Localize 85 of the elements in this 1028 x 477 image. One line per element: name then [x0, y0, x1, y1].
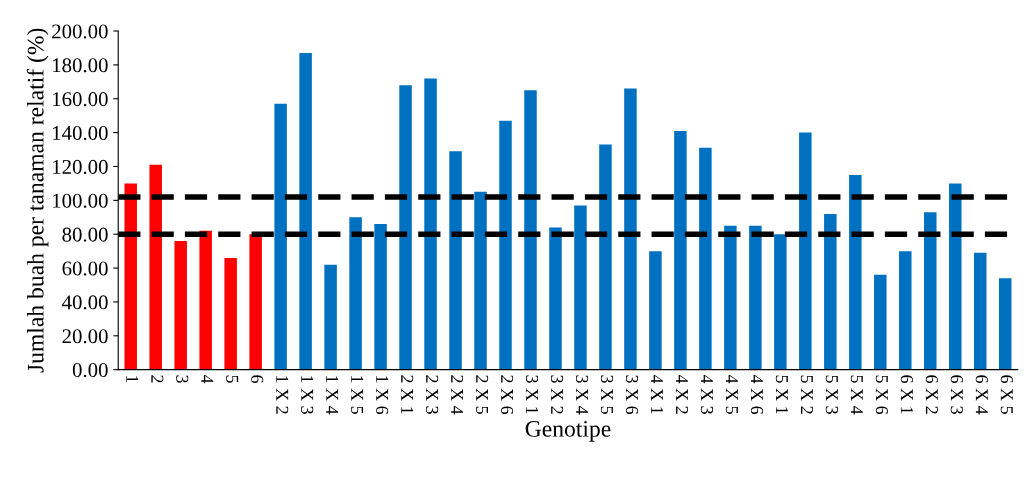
bar [349, 217, 362, 370]
x-tick-label: 3 X 2 [550, 375, 564, 414]
y-tick-label: 160.00 [53, 92, 108, 107]
y-tick-label: 120.00 [53, 159, 108, 174]
bar [324, 264, 337, 370]
y-tick-label: 180.00 [53, 58, 108, 73]
bar [549, 227, 562, 370]
x-tick-label: 2 X 4 [451, 375, 464, 415]
x-tick-label: 1 X 2 [276, 376, 289, 414]
x-tick-label: 4 [201, 374, 214, 384]
x-tick-label: 2 X 1 [401, 375, 414, 414]
x-tick-label: 2 [151, 375, 164, 383]
x-tick-label: 5 X 1 [775, 375, 788, 414]
y-tick-label: 40.00 [62, 295, 108, 310]
bar [699, 147, 712, 370]
x-tick-label: 1 X 6 [376, 376, 389, 415]
bar [449, 151, 462, 370]
x-tick-label: 6 X 1 [900, 375, 913, 414]
x-tick-label: 3 X 4 [575, 375, 589, 415]
x-tick-label: 1 [126, 376, 139, 383]
bar [599, 144, 612, 370]
y-axis-title: Jumlah buah per tanaman relatif (%) [26, 28, 49, 373]
bar [649, 251, 662, 370]
x-tick-label: 6 X 2 [925, 375, 938, 414]
x-tick-label: 3 X 6 [625, 375, 639, 415]
bar [824, 213, 837, 370]
x-tick-label: 1 X 5 [351, 376, 364, 414]
x-tick-label: 4 X 5 [725, 374, 738, 414]
bar [749, 225, 762, 370]
x-tick-label: 6 X 3 [950, 375, 963, 414]
bar [949, 183, 962, 370]
x-tick-label: 3 [176, 375, 189, 383]
bar [973, 252, 987, 370]
bar [249, 234, 262, 370]
bar [674, 130, 687, 370]
bar [474, 191, 487, 370]
y-tick-label: 20.00 [62, 329, 108, 344]
x-tick-label: 6 X 5 [1000, 375, 1013, 414]
y-tick-label: 0.00 [72, 363, 108, 378]
bar [849, 174, 862, 370]
x-tick-label: 2 X 5 [476, 375, 489, 414]
x-tick-label: 2 X 3 [426, 375, 439, 414]
x-tick-label: 4 X 2 [676, 374, 689, 414]
y-tick-label: 200.00 [52, 24, 108, 39]
x-tick-label: 5 X 3 [825, 375, 838, 414]
x-tick-label: 1 X 4 [326, 376, 339, 415]
bar [574, 205, 587, 370]
y-tick-label: 80.00 [62, 227, 108, 242]
x-tick-label: 5 X 6 [875, 375, 888, 415]
x-tick-label: 5 [226, 375, 239, 383]
x-tick-label: 5 X 2 [800, 375, 813, 414]
bar [424, 78, 437, 370]
bar [998, 278, 1012, 370]
bar [299, 53, 312, 370]
x-axis-title: Genotipe [525, 420, 611, 442]
bar [774, 234, 787, 370]
bar [174, 240, 187, 370]
bar [799, 132, 812, 370]
bar [199, 230, 212, 370]
bar [499, 120, 512, 370]
bar [924, 212, 937, 370]
x-tick-label: 3 X 5 [600, 375, 614, 414]
x-tick-label: 3 X 1 [525, 375, 539, 414]
x-tick-label: 4 X 6 [750, 374, 763, 415]
bar [524, 90, 537, 370]
x-tick-label: 2 X 6 [500, 375, 514, 415]
bar [124, 183, 137, 370]
bar [274, 103, 287, 370]
bar [224, 257, 237, 370]
bar [874, 274, 887, 370]
y-tick-label: 140.00 [53, 125, 108, 141]
x-tick-label: 4 X 1 [651, 374, 663, 414]
bar [724, 225, 737, 370]
x-tick-label: 1 X 3 [301, 376, 314, 414]
x-tick-label: 6 X 4 [975, 375, 988, 415]
bar [624, 88, 637, 370]
x-tick-label: 6 [251, 375, 264, 384]
bar [149, 164, 162, 370]
y-tick-label: 60.00 [62, 261, 108, 276]
x-tick-label: 5 X 4 [850, 375, 863, 415]
bar [374, 224, 387, 370]
x-tick-label: 4 X 3 [700, 374, 714, 414]
bar [899, 251, 912, 370]
bar [399, 85, 412, 370]
y-tick-label: 100.00 [53, 193, 108, 208]
